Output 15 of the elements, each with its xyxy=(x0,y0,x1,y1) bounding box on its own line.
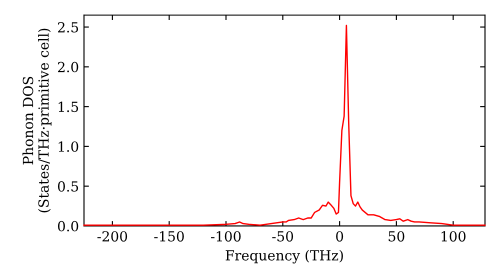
x-axis-title: Frequency (THz) xyxy=(226,250,343,264)
x-tick-label: 100 xyxy=(442,231,466,242)
y-tick-label: 0.5 xyxy=(58,181,78,192)
x-tick-label: 0 xyxy=(336,231,344,242)
x-tick-label: -200 xyxy=(97,231,128,242)
x-tick-label: -50 xyxy=(272,231,294,242)
y-tick-label: 1.5 xyxy=(58,102,78,112)
x-tick-label: -100 xyxy=(211,231,241,242)
y-tick-label: 2.0 xyxy=(58,62,78,72)
x-tick-label: -150 xyxy=(154,231,184,242)
y-axis-title: Phonon DOS (States/THz·primitive cell) xyxy=(22,28,52,212)
x-tick-label: 50 xyxy=(388,231,404,242)
y-tick-label: 0.0 xyxy=(58,220,78,232)
y-tick-label: 1.0 xyxy=(58,141,78,152)
y-tick-label: 2.5 xyxy=(58,22,78,33)
